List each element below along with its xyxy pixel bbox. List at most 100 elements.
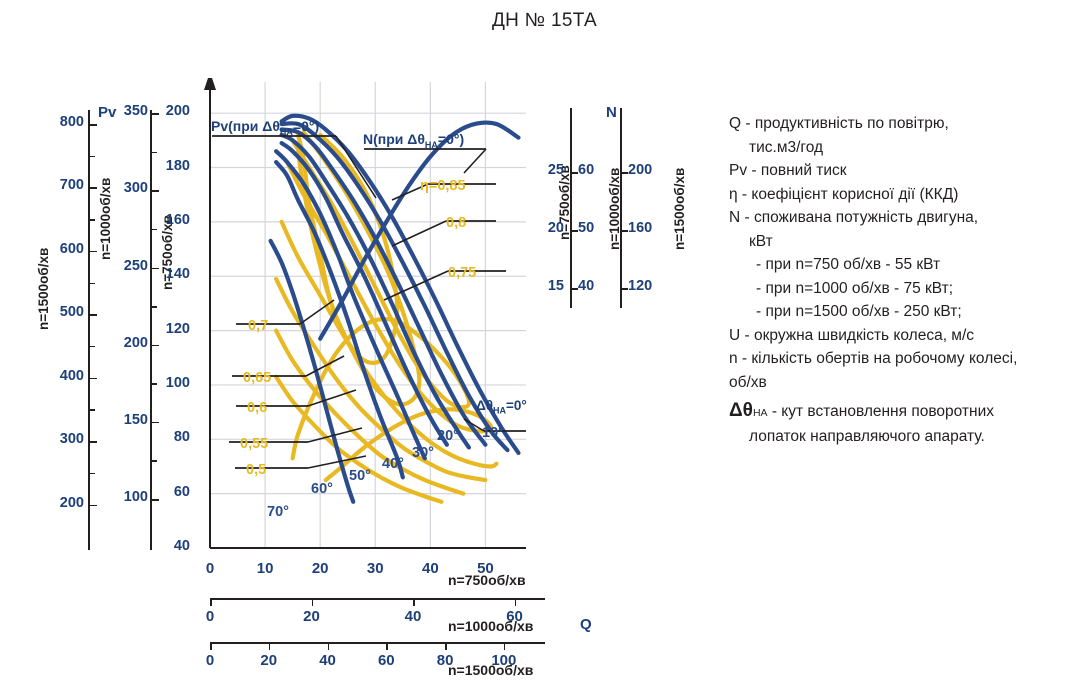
legend-item: N - споживана потужність двигуна, — [729, 209, 979, 227]
q-axis-750-tick-label: 40 — [422, 560, 439, 577]
callout-leader — [307, 455, 367, 469]
legend-item: n - кількість обертів на робочому колесі… — [729, 350, 1018, 368]
legend-item: кВт — [749, 232, 773, 250]
pv-axis-750-tick-label: 80 — [173, 429, 190, 446]
callout-leader — [391, 220, 447, 247]
eta-label: η=0,85 — [420, 178, 466, 194]
chart-svg — [204, 78, 526, 549]
callout-leader — [463, 148, 487, 174]
callout-leader — [307, 389, 357, 407]
legend-panel: Q - продуктивність по повітрю, тис.м3/го… — [729, 112, 1079, 449]
performance-chart — [196, 78, 526, 556]
pv-axis-750-tick-label: 180 — [165, 157, 190, 174]
q-axis-750-name: n=750об/хв — [448, 572, 526, 588]
n-axis-1500-tick — [620, 172, 628, 174]
callout-pv-suffix: =0°) — [292, 118, 320, 134]
pv-axis-1500-minor-tick — [88, 345, 95, 348]
q-axis-1500-tick-label: 100 — [491, 652, 517, 669]
legend-item: U - окружна швидкість колеса, м/с — [729, 326, 975, 344]
q-axis-1500-tick-label: 20 — [260, 652, 278, 669]
eta-label: 0,5 — [246, 462, 267, 478]
pv-axis-1500-tick — [88, 377, 97, 380]
legend-item: - при n=750 об/хв - 55 кВт — [756, 256, 941, 274]
n-axis-750-tick-label: 20 — [547, 220, 564, 236]
pv-axis-1500-tick-label: 600 — [59, 240, 84, 257]
pv-axis-1500-tick — [88, 504, 97, 507]
eta-label: 0,75 — [448, 265, 477, 281]
legend-item: об/хв — [729, 374, 767, 392]
q-axis-1000-tick-label: 20 — [303, 608, 320, 625]
legend-item: лопаток направляючого апарату. — [749, 428, 985, 446]
n-axis-1000-tick-label: 50 — [578, 220, 595, 236]
n-axis-750-tick-label: 15 — [547, 278, 564, 294]
pv-axis-1500-minor-tick — [88, 472, 95, 475]
n-axis-1000-tick-label: 40 — [578, 278, 595, 294]
n-axis-1500-tick — [620, 230, 628, 232]
eta-curve — [279, 219, 499, 469]
pv-header: Pv — [98, 104, 117, 121]
callout-leader — [307, 427, 363, 443]
pv-axis-1500-minor-tick — [88, 409, 95, 411]
angle-label: 40° — [382, 456, 404, 472]
angle-label: 60° — [311, 481, 333, 497]
legend-item: - при n=1000 об/хв - 75 кВт; — [756, 279, 954, 297]
pv-axis-1500-tick-label: 200 — [59, 494, 84, 511]
callout-leader — [463, 418, 485, 432]
q-axis-1500-tick-label: 40 — [319, 652, 336, 669]
n-axis-1000-tick — [570, 230, 578, 232]
angle-label: 10° — [482, 425, 504, 441]
q-axis-1500-tick — [445, 642, 447, 650]
legend-item: η - коефіцієнт корисної дії (ККД) — [729, 185, 959, 203]
n-axis-1000-tick-label: 60 — [578, 162, 595, 178]
angle-label: 30° — [412, 445, 434, 461]
pv-axis-750-tick-label: 40 — [173, 538, 190, 554]
n-axis-1500-tick-label: 120 — [628, 278, 653, 294]
pv-axis-1500-tick-label: 500 — [59, 304, 84, 321]
q-axis-1500-tick-label: 80 — [436, 652, 454, 669]
eta-curve — [285, 159, 494, 483]
eta-label: 0,7 — [248, 318, 269, 334]
pressure-curve — [279, 140, 449, 447]
q-axis-1000-tick — [514, 598, 517, 606]
n-axis-1500-tick-label: 160 — [628, 220, 653, 236]
pv-axis-1000-tick-label: 200 — [123, 334, 148, 351]
eta-label: 0,65 — [243, 370, 272, 386]
theta-symbol: Δθ — [729, 399, 753, 421]
pv-axis-1500-tick-label: 300 — [59, 431, 84, 448]
pv-axis-750-tick-label: 120 — [165, 320, 190, 337]
pv-axis-1500-tick — [88, 124, 97, 126]
n-axis-750-line — [570, 108, 572, 308]
n-header: N — [606, 104, 617, 121]
pressure-curve — [274, 149, 427, 461]
q-axis-1000-tick-label: 60 — [506, 608, 523, 625]
q-axis-1500-tick — [327, 642, 330, 650]
theta-desc: - кут встановлення поворотних — [767, 402, 994, 420]
angle-label: 50° — [349, 468, 371, 484]
pv-axis-750-tick-label: 200 — [165, 103, 190, 120]
n-axis-1000-tick — [570, 288, 578, 290]
pressure-curve — [279, 132, 472, 450]
y-axis-arrow — [204, 78, 216, 90]
q-axis-750-tick-label: 20 — [311, 560, 329, 577]
q-axis-1000-name: n=1000об/хв — [448, 618, 534, 634]
angle-label: 20° — [437, 428, 459, 444]
eta-label: 0,8 — [446, 215, 467, 231]
pv-axis-750-tick-label: 60 — [173, 483, 190, 500]
eta-label: 0,55 — [240, 436, 269, 452]
callout-pv-text: Pv(при Δθ — [211, 118, 280, 134]
pv-axis-1500-tick — [88, 441, 97, 443]
legend-item-theta: ΔθНА - кут встановлення поворотних — [729, 397, 1079, 426]
callout-theta-text: Δθ — [476, 398, 494, 413]
callout-pv-curve: Pv(при ΔθНА=0°) — [211, 118, 319, 137]
n-axis-1500-name: n=1500об/хв — [672, 167, 687, 250]
pv-axis-1000-tick — [150, 113, 159, 115]
pv-axis-1500-minor-tick — [88, 155, 95, 158]
pv-axis-1000-minor-tick — [150, 151, 157, 154]
pv-axis-1000-tick — [150, 421, 159, 424]
pv-axis-1000-minor-tick — [150, 460, 157, 462]
legend-item: - при n=1500 об/хв - 250 кВт; — [756, 303, 962, 321]
pv-axis-1500-tick — [88, 314, 97, 316]
eta-label: 0,6 — [247, 400, 268, 416]
legend-item: Q - продуктивність по повітрю, — [729, 115, 949, 132]
page-title: ДН № 15ТА — [491, 10, 597, 31]
